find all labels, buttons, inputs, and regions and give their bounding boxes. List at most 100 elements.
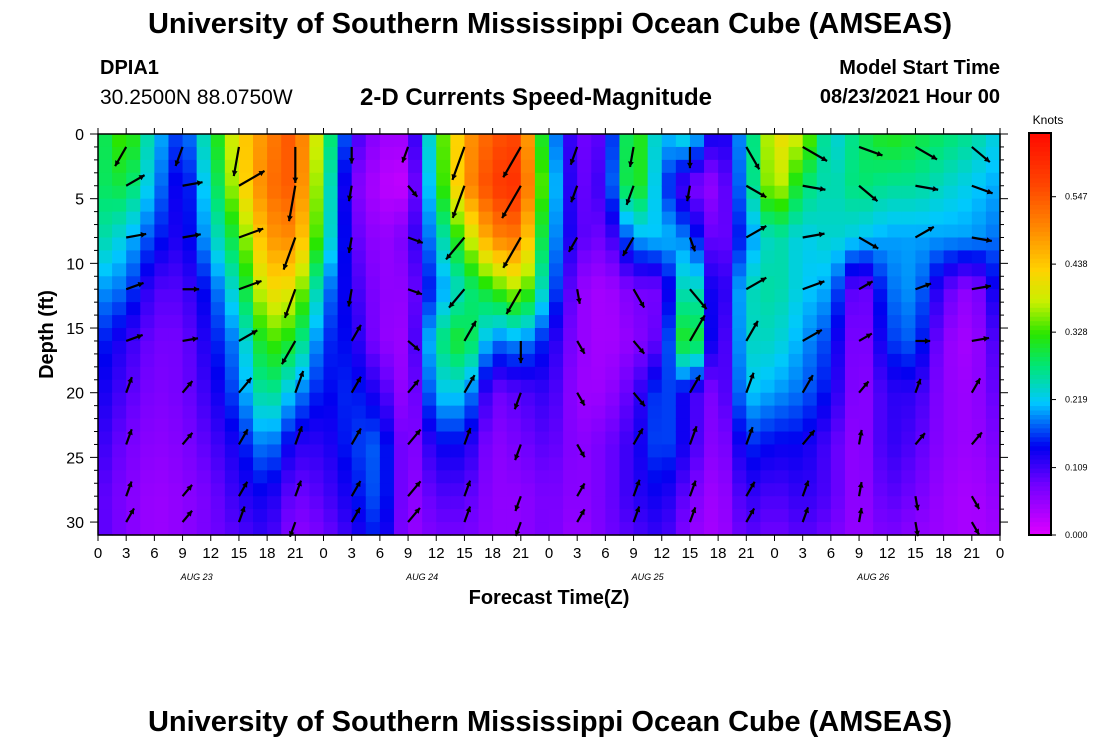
heatmap-cell [873,392,888,407]
heatmap-cell [985,522,1001,536]
heatmap-cell [647,289,663,303]
heatmap-cell [520,250,536,264]
heatmap-cell [98,522,113,536]
heatmap-cell [718,211,733,226]
heatmap-cell [450,418,466,433]
x-tick-label: 21 [287,545,304,562]
heatmap-cell [408,444,423,458]
heatmap-cell [718,172,733,187]
heatmap-cell [887,444,902,458]
heatmap-cell [887,431,902,446]
heatmap-cell [788,379,804,394]
vector-head [808,430,815,437]
heatmap-cell [619,431,635,446]
heatmap-cell [379,444,395,458]
heatmap-cell [957,185,973,200]
heatmap-cell [196,159,212,174]
heatmap-cell [563,405,578,420]
current-vector [970,377,982,394]
heatmap-cell [393,496,409,510]
heatmap-cell [464,302,480,316]
current-vector [688,506,697,523]
colorbar-segment [1029,334,1051,340]
heatmap-cell [267,276,282,290]
heatmap-cell [661,418,677,433]
heatmap-cell [295,237,311,252]
heatmap-cell [224,340,240,355]
current-vector [801,429,816,446]
heatmap-cell [887,366,902,381]
heatmap-cell [971,353,987,368]
heatmap-cell [154,509,170,523]
current-vector [350,507,361,523]
heatmap-cell [238,366,254,381]
heatmap-cell [210,302,226,316]
heatmap-cell [126,276,141,290]
current-vector [628,146,635,168]
heatmap-cell [365,522,381,536]
heatmap-cell [957,211,973,226]
current-vector [407,379,420,394]
heatmap-cell [295,302,311,316]
heatmap-cell [450,340,466,355]
heatmap-cell [844,483,860,497]
heatmap-cell [168,340,184,355]
heatmap-cell [365,134,381,148]
heatmap-cell [830,289,846,303]
heatmap-cell [506,263,522,277]
heatmap-cell [323,328,339,342]
heatmap-cell [929,250,945,264]
heatmap-cell [253,509,268,523]
heatmap-cell [224,289,240,303]
heatmap-cell [210,353,226,368]
heatmap-cell [689,185,705,200]
heatmap-cell [224,315,240,329]
heatmap-cell [591,172,606,187]
heatmap-cell [464,263,480,277]
heatmap-cell [196,198,212,213]
heatmap-cell [943,418,959,433]
heatmap-cell [647,457,663,471]
heatmap-cell [196,224,212,239]
heatmap-cell [746,159,762,174]
current-vector [857,481,864,497]
current-vector [346,289,353,307]
heatmap-cell [746,250,762,264]
colorbar-segment [1029,302,1051,308]
heatmap-cell [210,431,226,446]
heatmap-cell [267,509,282,523]
heatmap-cell [633,134,649,148]
heatmap-cell [464,146,480,161]
heatmap-cell [844,315,860,329]
vector-head [819,186,826,192]
heatmap-cell [985,392,1001,407]
heatmap-cell [830,315,846,329]
heatmap-cell [605,379,621,394]
heatmap-cell [633,328,649,342]
heatmap-cell [196,146,212,161]
heatmap-cell [647,302,663,316]
heatmap-cell [718,263,733,277]
heatmap-cell [901,146,917,161]
heatmap-cell [887,418,902,433]
y-tick-label: 15 [66,321,84,338]
heatmap-cell [718,198,733,213]
heatmap-cell [267,315,282,329]
current-vector [463,506,472,523]
heatmap-cell [112,522,127,536]
heatmap-cell [210,159,226,174]
heatmap-cell [943,366,959,381]
heatmap-cell [704,263,719,277]
current-vector [576,340,586,355]
heatmap-cell [675,134,691,148]
heatmap-cell [309,237,325,252]
heatmap-cell [520,224,536,239]
heatmap-cell [844,224,860,239]
heatmap-cell [253,379,268,394]
heatmap-cell [393,263,409,277]
heatmap-cell [774,185,790,200]
heatmap-cell [196,418,212,433]
heatmap-cell [98,146,113,161]
heatmap-cell [887,496,902,510]
vector-shaft [451,146,466,181]
